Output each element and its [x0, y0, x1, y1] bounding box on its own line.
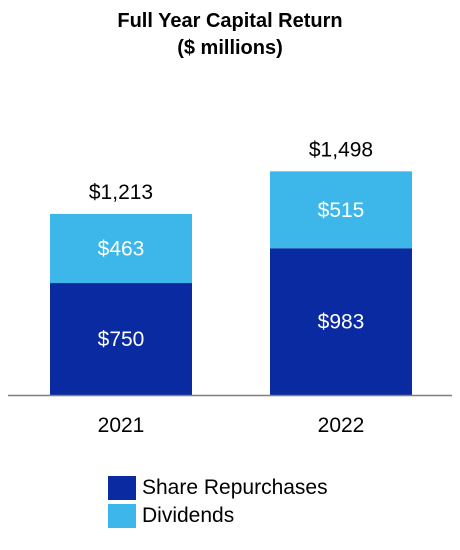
chart-title: Full Year Capital Return — [117, 10, 343, 32]
legend-item-share-repurchases: Share Repurchases — [108, 474, 328, 502]
data-label-dividends-2022: $515 — [318, 199, 365, 222]
legend-item-dividends: Dividends — [108, 502, 328, 530]
legend: Share Repurchases Dividends — [108, 474, 328, 530]
chart-subtitle: ($ millions) — [177, 37, 283, 59]
bar-dividends-2021 — [50, 213, 192, 284]
bar-share-repurchases-2021 — [50, 283, 192, 395]
x-tick-label-2021: 2021 — [98, 414, 145, 437]
data-label-share-repurchases-2021: $750 — [98, 328, 145, 351]
total-label-2021: $1,213 — [89, 181, 153, 204]
data-label-share-repurchases-2022: $983 — [318, 311, 365, 334]
x-tick-label-2022: 2022 — [318, 414, 365, 437]
bar-share-repurchases-2022 — [270, 248, 412, 395]
legend-swatch-share-repurchases — [108, 476, 136, 500]
bar-dividends-2022 — [270, 171, 412, 249]
legend-swatch-dividends — [108, 504, 136, 528]
data-label-dividends-2021: $463 — [98, 237, 145, 260]
legend-label-share-repurchases: Share Repurchases — [142, 476, 328, 499]
total-label-2022: $1,498 — [309, 138, 373, 161]
legend-label-dividends: Dividends — [142, 504, 235, 527]
